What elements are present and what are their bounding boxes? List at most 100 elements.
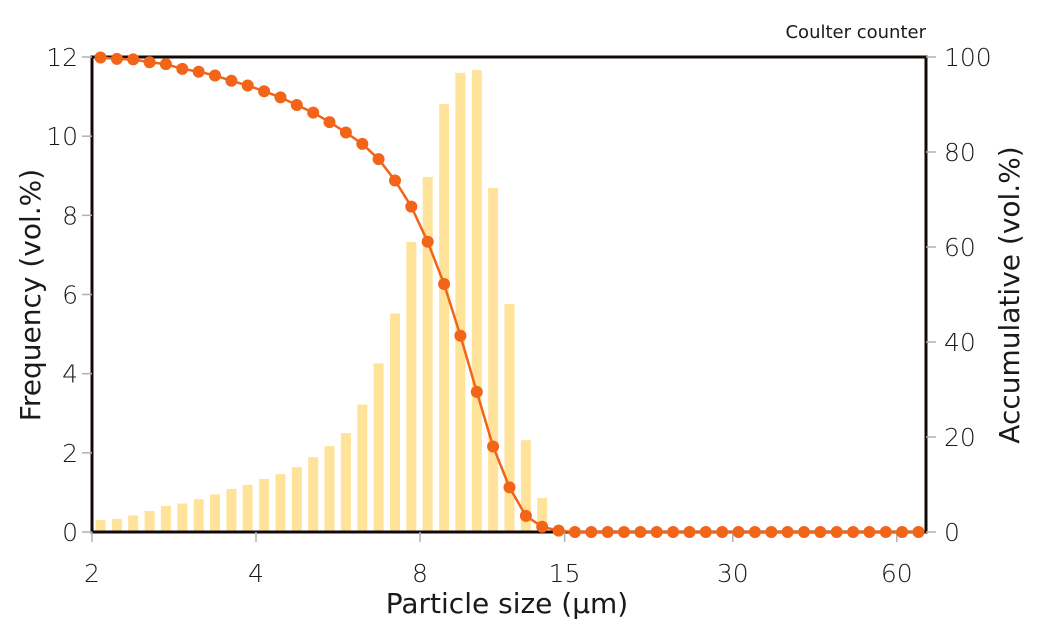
frequency-bar <box>422 176 433 532</box>
accumulative-point <box>307 106 320 119</box>
frequency-bar <box>455 72 466 533</box>
left-tick-label: 12 <box>46 43 78 72</box>
accumulative-point <box>192 65 205 78</box>
left-y-axis: 0 2 4 6 8 10 12 <box>46 43 92 547</box>
frequency-bar <box>308 457 319 532</box>
accumulative-point <box>618 526 630 538</box>
frequency-bar <box>242 484 253 532</box>
frequency-bar <box>160 505 171 532</box>
right-tick-label: 60 <box>944 233 976 262</box>
left-tick-label: 10 <box>46 122 78 151</box>
accumulative-point <box>274 91 287 104</box>
accumulative-point <box>470 385 483 398</box>
left-tick-label: 0 <box>62 518 78 547</box>
accumulative-point <box>372 153 385 166</box>
accumulative-point <box>536 520 549 533</box>
accumulative-point <box>716 526 729 538</box>
accumulative-line <box>94 51 925 538</box>
accumulative-point <box>830 526 843 538</box>
accumulative-point <box>879 526 892 538</box>
x-tick-label: 15 <box>549 559 581 588</box>
accumulative-point <box>585 526 598 538</box>
frequency-bar <box>439 104 450 532</box>
accumulative-point <box>110 52 123 65</box>
frequency-bar <box>390 313 400 532</box>
accumulative-point <box>127 53 140 66</box>
frequency-bar <box>357 404 368 532</box>
accumulative-point <box>209 69 221 82</box>
x-tick-label: 8 <box>412 559 428 588</box>
x-tick-label: 60 <box>881 559 913 588</box>
accumulative-point <box>176 62 189 75</box>
x-tick-label: 30 <box>717 559 749 588</box>
accumulative-point <box>732 526 745 538</box>
frequency-bar <box>177 503 188 532</box>
frequency-bars <box>95 70 548 533</box>
left-tick-label: 2 <box>62 439 78 468</box>
frequency-bar <box>193 499 204 532</box>
right-tick-label: 100 <box>944 43 992 72</box>
frequency-bar <box>95 520 106 532</box>
accumulative-point <box>519 509 532 522</box>
x-tick-label: 4 <box>248 559 264 588</box>
right-y-axis: 0 20 40 60 80 100 <box>926 43 992 547</box>
frequency-bar <box>275 474 286 532</box>
accumulative-point <box>438 278 451 290</box>
left-tick-label: 6 <box>62 281 78 310</box>
accumulative-point <box>143 56 156 69</box>
instrument-label: Coulter counter <box>785 22 926 43</box>
frequency-bar <box>291 467 302 532</box>
right-tick-label: 20 <box>944 423 976 452</box>
accumulative-point <box>634 526 647 538</box>
accumulative-point <box>454 329 467 342</box>
accumulative-point <box>389 174 401 187</box>
accumulative-point <box>323 116 336 129</box>
accumulative-point <box>912 526 925 538</box>
accumulative-point <box>814 526 827 538</box>
accumulative-point <box>258 85 271 98</box>
frequency-bar <box>471 70 482 532</box>
accumulative-point <box>94 51 107 64</box>
frequency-bar <box>340 433 351 532</box>
frequency-bar <box>520 440 531 532</box>
accumulative-point <box>650 526 663 538</box>
frequency-bar <box>488 188 499 532</box>
frequency-bar <box>324 446 335 532</box>
accumulative-point <box>405 200 418 213</box>
accumulative-point <box>667 526 680 538</box>
accumulative-point <box>159 58 172 71</box>
accumulative-point <box>339 126 352 139</box>
frequency-bar <box>111 518 122 532</box>
accumulative-point <box>847 526 860 538</box>
accumulative-point <box>748 526 761 538</box>
x-axis-title: Particle size (µm) <box>386 587 628 620</box>
left-tick-label: 8 <box>62 201 78 230</box>
x-tick-label: 2 <box>84 559 100 588</box>
right-tick-label: 80 <box>944 138 976 167</box>
frequency-bar <box>537 498 548 532</box>
accumulative-point <box>601 526 614 538</box>
left-y-axis-title: Frequency (vol.%) <box>14 169 47 421</box>
accumulative-point <box>225 74 238 87</box>
accumulative-point <box>568 526 581 538</box>
accumulative-point <box>798 526 810 538</box>
accumulative-point <box>241 79 254 92</box>
accumulative-point <box>863 526 876 538</box>
accumulative-point <box>683 526 696 538</box>
frequency-bar <box>259 479 270 532</box>
accumulative-point <box>487 440 500 453</box>
frequency-bar <box>504 304 515 532</box>
accumulative-point <box>896 526 909 538</box>
frequency-bar <box>144 511 155 532</box>
frequency-bar <box>226 488 237 532</box>
frequency-bar <box>210 494 220 532</box>
accumulative-point <box>552 524 565 537</box>
right-tick-label: 0 <box>944 518 960 547</box>
frequency-bar <box>406 241 417 532</box>
left-tick-label: 4 <box>62 360 78 389</box>
frequency-bar <box>373 363 384 532</box>
accumulative-point <box>699 526 712 538</box>
accumulative-point <box>781 526 794 538</box>
right-y-axis-title: Accumulative (vol.%) <box>993 146 1026 443</box>
